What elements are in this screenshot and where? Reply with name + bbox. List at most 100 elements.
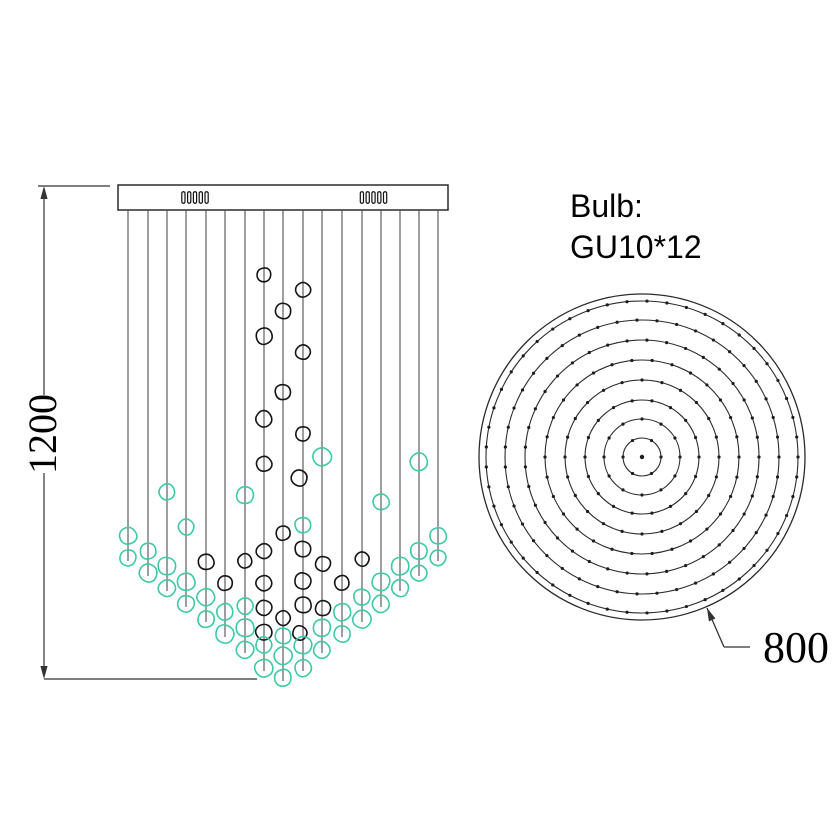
- wire-position-dot: [610, 547, 614, 551]
- wire-position-dot: [606, 567, 610, 571]
- wire-position-dot: [705, 527, 709, 531]
- crystal-black: [354, 551, 370, 568]
- top-view-outer-circle: [478, 293, 806, 621]
- wire-position-dot: [531, 539, 536, 543]
- wire-position-dot: [521, 354, 525, 358]
- wire-position-dot: [625, 339, 629, 343]
- wire-position-dot: [693, 581, 698, 585]
- wire-position-dot: [640, 378, 644, 382]
- wire-position-dot: [742, 363, 746, 368]
- wire-position-dot: [551, 415, 555, 420]
- crystal-black: [274, 383, 292, 401]
- wire-position-dot: [630, 438, 635, 443]
- plate-vent-slot: [365, 191, 370, 204]
- wire-position-dot: [503, 445, 507, 449]
- wire-position-dot: [570, 549, 575, 553]
- wire-position-dot: [570, 361, 575, 365]
- crystal-teal: [236, 597, 255, 616]
- crystal-black: [254, 623, 273, 641]
- crystal-black: [254, 409, 273, 428]
- wire-position-dot: [771, 494, 775, 499]
- wire-position-dot: [607, 474, 611, 478]
- wire-position-dot: [668, 504, 673, 508]
- wire-position-dot: [688, 371, 693, 375]
- wire-position-dot: [568, 317, 572, 321]
- crystal-teal: [197, 610, 215, 629]
- wire-position-dot: [784, 513, 789, 518]
- wire-position-dot: [701, 555, 705, 559]
- wire-position-dot: [555, 374, 560, 378]
- dim-arrow-down: [40, 666, 48, 679]
- wire-position-dot: [649, 471, 654, 476]
- wire-position-dot: [527, 425, 531, 430]
- crystal-black: [294, 281, 312, 298]
- wire-position-dot: [742, 546, 746, 551]
- crystal-teal: [333, 625, 351, 643]
- wire-position-dot: [509, 540, 513, 544]
- wire-position-dot: [729, 494, 733, 499]
- wire-position-dot: [602, 455, 606, 459]
- wire-position-dot: [577, 333, 581, 337]
- wire-position-dot: [777, 455, 781, 459]
- wire-position-dot: [665, 341, 669, 345]
- crystal-black: [294, 572, 312, 590]
- wire-position-dot: [630, 551, 634, 556]
- wire-position-dot: [650, 358, 654, 363]
- wire-position-dot: [775, 435, 780, 439]
- wire-position-dot: [527, 484, 531, 489]
- wire-position-dot: [509, 370, 513, 374]
- crystal-black: [255, 599, 273, 617]
- wire-position-dot: [575, 527, 579, 531]
- wire-position-dot: [728, 350, 732, 354]
- crystal-teal: [176, 594, 196, 613]
- wire-position-dot: [487, 485, 491, 489]
- plate-vent-slot: [192, 191, 198, 204]
- wire-position-dot: [621, 488, 625, 492]
- crystal-teal: [177, 518, 195, 536]
- wire-position-dot: [563, 455, 567, 459]
- wire-position-dot: [776, 378, 780, 383]
- wire-position-dot: [611, 504, 616, 508]
- wire-position-dot: [601, 522, 606, 526]
- wire-position-dot: [586, 435, 591, 440]
- wire-position-dot: [752, 563, 756, 568]
- wire-position-dot: [545, 554, 549, 558]
- wire-position-dot: [551, 494, 555, 499]
- wire-position-dot: [523, 445, 528, 449]
- wire-position-dot: [665, 301, 669, 305]
- wire-position-dot: [620, 381, 624, 385]
- wire-position-dot: [625, 300, 629, 304]
- wire-position-dot: [694, 400, 699, 405]
- wire-position-dot: [545, 475, 549, 479]
- wire-position-dot: [586, 474, 591, 479]
- bulb-spec-block: Bulb: GU10*12: [570, 186, 702, 268]
- crystal-teal: [429, 526, 448, 545]
- wire-position-dot: [591, 539, 596, 543]
- wire-position-dot: [506, 425, 510, 429]
- wire-position-dot: [586, 601, 590, 606]
- wire-position-dot: [625, 571, 629, 575]
- wire-position-dot: [670, 363, 674, 367]
- crystal-black: [294, 540, 312, 558]
- wire-position-dot: [645, 572, 649, 576]
- crystal-teal: [409, 452, 429, 472]
- wire-position-dot: [551, 327, 555, 331]
- wire-position-dot: [717, 543, 721, 547]
- crystal-black: [275, 525, 291, 542]
- wire-position-dot: [535, 570, 539, 575]
- wire-position-dot: [742, 512, 746, 516]
- wire-position-dot: [523, 465, 528, 469]
- wire-position-dot: [659, 422, 663, 426]
- crystal-black: [255, 542, 273, 560]
- crystal-teal: [371, 594, 391, 614]
- wire-position-dot: [620, 529, 624, 533]
- wire-position-dot: [585, 509, 590, 514]
- wire-position-dot: [605, 303, 609, 307]
- crystal-teal: [273, 668, 292, 688]
- wire-position-dot: [607, 436, 611, 440]
- wire-position-dot: [630, 471, 635, 476]
- leader-arrow: [707, 608, 716, 622]
- wire-position-dot: [764, 513, 768, 517]
- wire-position-dot: [543, 520, 547, 525]
